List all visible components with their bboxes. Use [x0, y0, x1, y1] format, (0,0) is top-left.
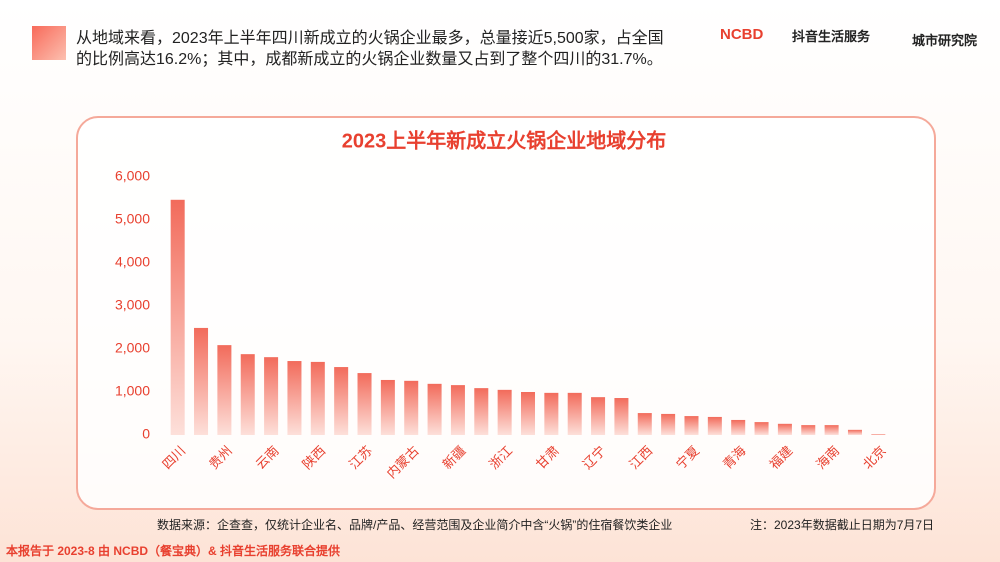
logo: 城市研究院 [912, 33, 978, 48]
bar [731, 419, 746, 435]
bar [847, 429, 862, 435]
bar [310, 361, 325, 435]
x-tick-label: 宁夏 [673, 443, 702, 472]
y-tick-label: 4,000 [115, 254, 150, 270]
bar [497, 389, 512, 435]
bar [567, 392, 582, 435]
bar [287, 361, 302, 435]
x-tick-label: 甘肃 [533, 443, 562, 472]
bar [591, 397, 606, 435]
bar [637, 413, 652, 435]
x-tick-label: 贵州 [206, 443, 235, 472]
x-tick-label: 云南 [253, 443, 282, 472]
bar [871, 434, 886, 435]
x-tick-label: 浙江 [486, 443, 515, 472]
x-tick-label: 福建 [766, 443, 795, 472]
bar [194, 327, 209, 435]
x-tick-label: 辽宁 [580, 443, 609, 472]
x-tick-label: 新疆 [439, 443, 468, 472]
y-tick-label: 1,000 [115, 383, 150, 399]
logo: 抖音生活服务 [792, 29, 871, 44]
bar [427, 383, 442, 435]
x-tick-label: 青海 [720, 443, 749, 472]
footer: 本报告于 2023-8 由 NCBD（餐宝典）& 抖音生活服务联合提供 [6, 544, 341, 558]
bar [264, 357, 279, 435]
bar [661, 413, 676, 435]
chart-title: 2023上半年新成立火锅企业地域分布 [342, 128, 667, 152]
bar [824, 425, 839, 435]
bar [450, 385, 465, 435]
bar [474, 388, 489, 435]
x-tick-label: 江苏 [346, 443, 375, 472]
x-tick-label: 四川 [159, 443, 188, 472]
bar [684, 416, 699, 435]
bar [404, 380, 419, 435]
bar [217, 345, 232, 435]
bar [614, 398, 629, 435]
bar [754, 422, 769, 435]
bar [544, 392, 559, 435]
accent-square [32, 26, 66, 60]
bar [707, 416, 722, 435]
y-tick-label: 0 [142, 426, 150, 442]
y-tick-label: 3,000 [115, 297, 150, 313]
bar [240, 354, 255, 435]
note: 注：2023年数据截止日期为7月7日 [750, 518, 935, 532]
bar [357, 373, 372, 435]
bar [334, 367, 349, 435]
header-text: 从地域来看，2023年上半年四川新成立的火锅企业最多，总量接近5,500家，占全… [76, 30, 664, 68]
bar [170, 199, 185, 435]
bar [520, 392, 536, 435]
y-tick-label: 2,000 [115, 340, 150, 356]
y-tick-label: 5,000 [115, 211, 150, 227]
x-tick-label: 内蒙古 [384, 443, 422, 481]
y-tick-label: 6,000 [115, 168, 150, 184]
source: 数据来源：企查查，仅统计企业名、品牌/产品、经营范围及企业简介中含“火锅”的住宿… [157, 518, 673, 532]
bar [380, 379, 395, 435]
x-tick-label: 江西 [626, 443, 655, 472]
bar [777, 423, 792, 435]
bar [801, 425, 816, 435]
x-tick-label: 陕西 [299, 443, 328, 472]
x-tick-label: 海南 [813, 443, 842, 472]
chart-panel [76, 116, 936, 510]
logo: NCBD [720, 26, 764, 43]
x-tick-label: 北京 [860, 443, 889, 472]
